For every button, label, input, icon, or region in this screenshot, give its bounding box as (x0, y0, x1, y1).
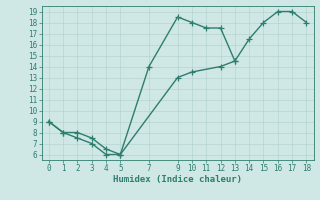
X-axis label: Humidex (Indice chaleur): Humidex (Indice chaleur) (113, 175, 242, 184)
